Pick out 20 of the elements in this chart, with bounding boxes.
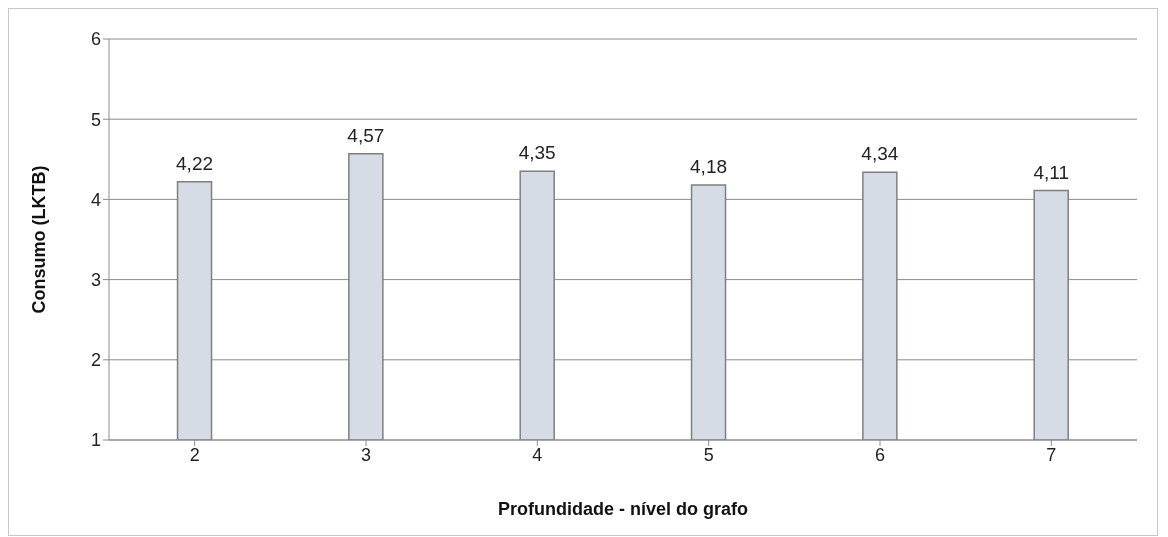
y-tick-label: 4 <box>90 189 101 210</box>
data-label: 4,35 <box>518 142 556 164</box>
data-label: 4,22 <box>176 152 214 174</box>
y-tick-label: 1 <box>90 430 101 451</box>
data-label: 4,57 <box>347 124 385 146</box>
x-tick-label: 5 <box>703 444 714 465</box>
data-label: 4,34 <box>861 143 899 165</box>
y-tick-label: 6 <box>90 29 101 50</box>
x-tick-label: 3 <box>360 444 372 465</box>
y-axis-title: Consumo (LKTB) <box>29 165 50 314</box>
y-tick-label: 3 <box>90 269 101 290</box>
y-tick-label: 5 <box>90 109 101 130</box>
x-tick-label: 4 <box>532 444 543 465</box>
x-axis-title: Profundidade - nível do grafo <box>497 499 749 519</box>
data-label: 4,18 <box>690 155 728 177</box>
data-label: 4,11 <box>1033 161 1069 183</box>
x-tick-label: 2 <box>189 444 200 465</box>
x-tick-label: 6 <box>874 444 886 465</box>
y-tick-label: 2 <box>90 350 101 371</box>
x-tick-label: 7 <box>1046 444 1057 465</box>
